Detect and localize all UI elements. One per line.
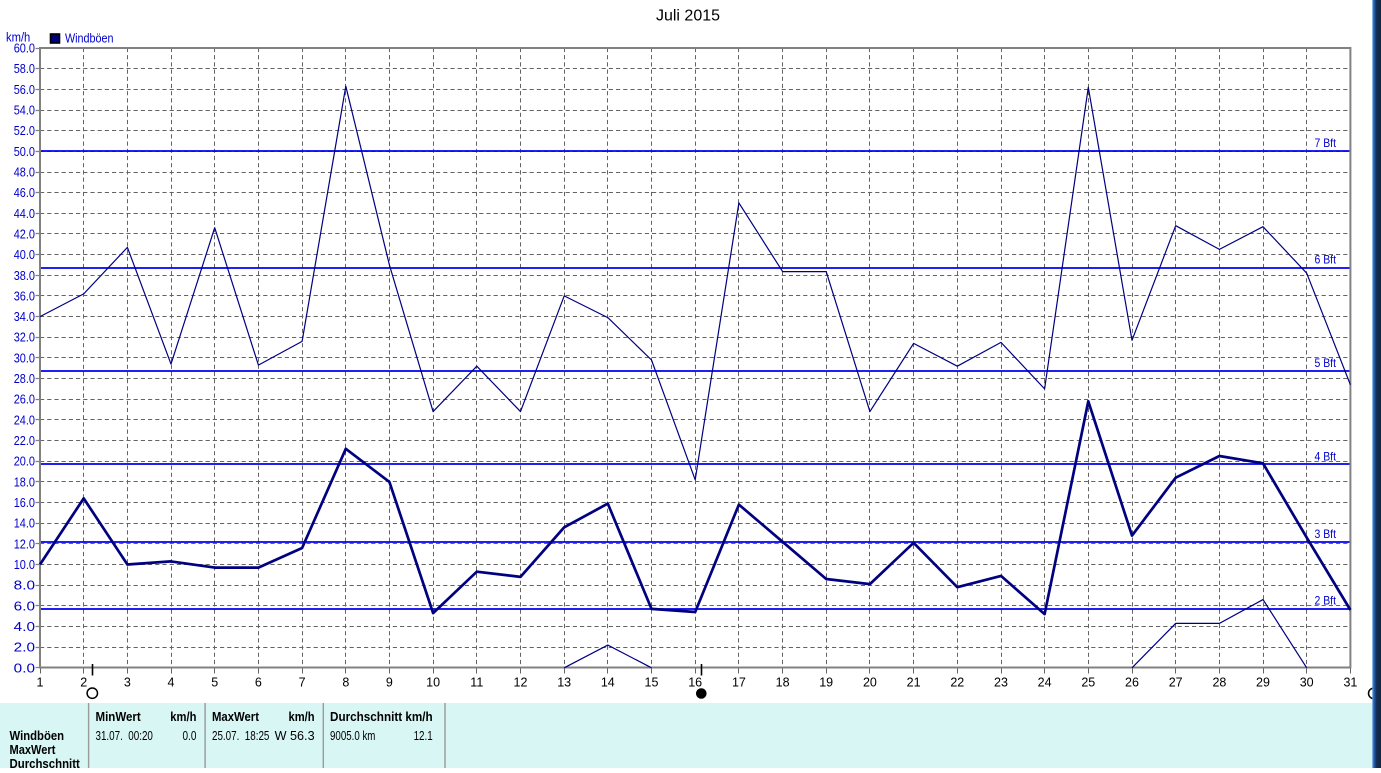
svg-text:6 Bft: 6 Bft [1315,253,1337,267]
svg-text:15: 15 [645,676,659,690]
svg-text:14.0: 14.0 [14,517,35,531]
svg-text:9005.0 km: 9005.0 km [330,728,375,743]
svg-text:7: 7 [299,676,306,690]
svg-text:46.0: 46.0 [14,186,35,200]
svg-text:56.0: 56.0 [14,83,35,97]
svg-text:2.0: 2.0 [14,641,35,655]
svg-text:29: 29 [1256,676,1270,690]
svg-text:6: 6 [255,676,262,690]
svg-text:20.0: 20.0 [14,455,35,469]
svg-text:26: 26 [1125,676,1139,690]
svg-text:0.0: 0.0 [183,728,197,743]
svg-text:50.0: 50.0 [14,145,35,159]
svg-text:2 Bft: 2 Bft [1315,594,1337,608]
svg-text:Windböen: Windböen [65,32,114,46]
svg-text:27: 27 [1169,676,1183,690]
svg-text:Juli 2015: Juli 2015 [656,8,720,25]
svg-text:km/h: km/h [6,31,30,45]
svg-text:17: 17 [732,676,746,690]
svg-text:24: 24 [1038,676,1052,690]
svg-text:21: 21 [907,676,921,690]
svg-text:20: 20 [863,676,877,690]
svg-text:34.0: 34.0 [14,310,35,324]
svg-text:44.0: 44.0 [14,207,35,221]
svg-text:30.0: 30.0 [14,351,35,365]
svg-text:54.0: 54.0 [14,104,35,118]
svg-text:26.0: 26.0 [14,393,35,407]
svg-text:11: 11 [470,676,483,690]
svg-text:22: 22 [950,676,964,690]
svg-text:8.0: 8.0 [14,579,35,593]
svg-text:MaxWert: MaxWert [212,709,260,724]
svg-text:10: 10 [426,676,440,690]
svg-text:12.1: 12.1 [414,728,433,743]
svg-text:10.0: 10.0 [14,558,35,572]
svg-text:Durchschnitt: Durchschnitt [10,756,81,768]
svg-text:5 Bft: 5 Bft [1315,356,1337,370]
svg-text:24.0: 24.0 [14,413,35,427]
svg-text:4: 4 [168,676,175,690]
svg-text:4.0: 4.0 [14,620,35,634]
svg-text:12: 12 [514,676,528,690]
svg-text:6.0: 6.0 [14,599,35,613]
svg-text:31: 31 [1343,676,1357,690]
svg-text:Durchschnitt km/h: Durchschnitt km/h [330,709,433,724]
svg-text:48.0: 48.0 [14,166,35,180]
svg-text:42.0: 42.0 [14,227,35,241]
svg-text:3 Bft: 3 Bft [1315,527,1337,541]
svg-text:7 Bft: 7 Bft [1315,136,1337,150]
svg-text:23: 23 [994,676,1008,690]
svg-text:28: 28 [1212,676,1226,690]
svg-text:58.0: 58.0 [14,62,35,76]
svg-text:38.0: 38.0 [14,269,35,283]
svg-text:30: 30 [1300,676,1314,690]
svg-text:52.0: 52.0 [14,124,35,138]
svg-text:18.0: 18.0 [14,475,35,489]
svg-text:0.0: 0.0 [14,661,35,675]
svg-text:km/h: km/h [289,709,315,724]
svg-text:18: 18 [776,676,790,690]
svg-text:25.07. 18:25: 25.07. 18:25 [212,728,269,743]
svg-text:16: 16 [688,676,702,690]
svg-text:25: 25 [1081,676,1095,690]
svg-text:9: 9 [386,676,393,690]
svg-text:5: 5 [211,676,218,690]
svg-text:1: 1 [37,676,44,690]
svg-text:12.0: 12.0 [14,537,35,551]
svg-text:2: 2 [80,676,87,690]
svg-text:14: 14 [601,676,615,690]
svg-text:3: 3 [124,676,131,690]
svg-text:Windböen: Windböen [10,728,65,743]
svg-text:13: 13 [557,676,571,690]
svg-text:W 56.3: W 56.3 [275,728,315,743]
svg-text:MinWert: MinWert [96,709,142,724]
svg-text:4 Bft: 4 Bft [1315,449,1337,463]
svg-text:40.0: 40.0 [14,248,35,262]
svg-text:31.07. 00:20: 31.07. 00:20 [96,728,153,743]
svg-text:16.0: 16.0 [14,496,35,510]
svg-text:19: 19 [819,676,833,690]
svg-text:km/h: km/h [170,709,196,724]
svg-text:8: 8 [342,676,349,690]
svg-text:MaxWert: MaxWert [10,742,56,757]
svg-text:22.0: 22.0 [14,434,35,448]
svg-text:36.0: 36.0 [14,289,35,303]
svg-text:32.0: 32.0 [14,331,35,345]
svg-text:60.0: 60.0 [14,42,35,56]
svg-text:28.0: 28.0 [14,372,35,386]
